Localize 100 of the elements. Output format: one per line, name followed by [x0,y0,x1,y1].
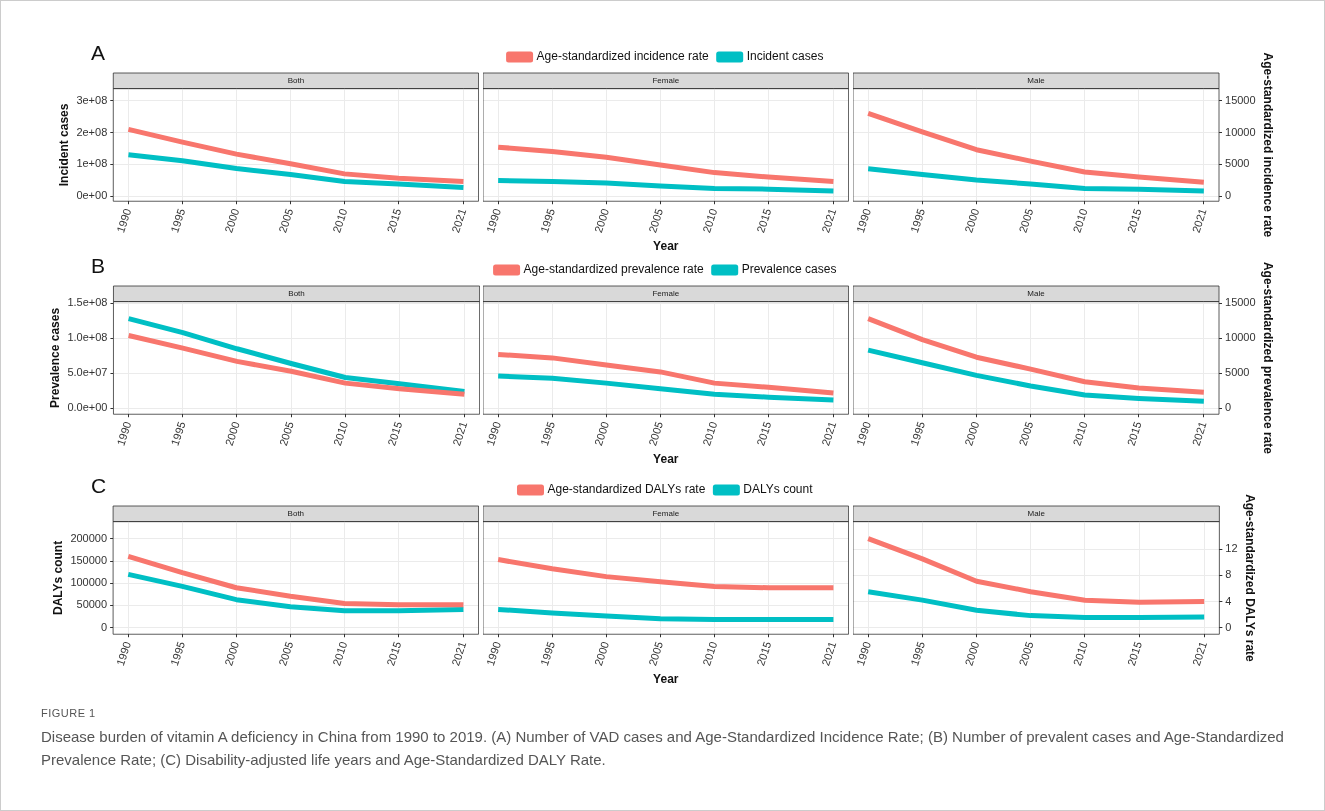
text: A [90,40,105,65]
x-tick-label: 1995 [538,420,558,448]
y2-tick-label: 5000 [1225,366,1250,379]
y-tick-label: 0 [100,620,107,633]
x-tick-label: 1995 [167,207,187,235]
y-tick-label: 200000 [70,531,107,544]
x-tick-label: 2000 [592,420,612,448]
x-tick-label: 1990 [483,420,503,448]
x-tick-label: 2021 [819,420,839,448]
legend-label: DALYs count [743,482,814,497]
x-tick-label: 2010 [1070,640,1090,668]
chart-title: Male [1027,509,1046,518]
x-tick-label: 2021 [819,207,839,235]
x-tick-label: 2015 [754,420,774,448]
x-axis-title: Year [653,452,679,467]
x-tick-label: 2015 [754,207,774,235]
y-tick-label: 1e+08 [76,157,107,170]
y-tick-label: 100000 [70,576,107,589]
x-tick-label: 2021 [1189,207,1209,235]
x-tick-label: 2005 [276,207,296,235]
x-tick-label: 2000 [962,207,982,235]
y2-tick-label: 10000 [1225,331,1256,344]
x-tick-label: 2010 [330,207,350,235]
y2-tick-label: 0 [1225,189,1232,202]
y-tick-label: 1.5e+08 [66,296,107,309]
x-tick-label: 2005 [1016,420,1036,448]
x-tick-label: 1990 [483,640,503,668]
y2-tick-label: 4 [1225,594,1232,607]
text: C [90,473,107,498]
y-tick-label: 0.0e+00 [66,401,107,414]
legend-label: Incident cases [746,49,824,64]
x-tick-label: 2005 [1016,207,1036,235]
x-tick-label: 1990 [853,640,873,668]
x-tick-label: 2005 [646,207,666,235]
x-tick-label: 2010 [1070,420,1090,448]
y2-axis-title: Age-standardized DALYs rate [1243,494,1258,663]
x-tick-label: 2000 [592,640,612,668]
chart-title: Both [287,509,304,518]
x-tick-label: 1990 [113,420,133,448]
y2-axis-title: Age-standardized prevalence rate [1261,261,1276,455]
caption: FIGURE 1 [41,707,97,719]
chart-title: Male [1027,76,1046,85]
x-tick-label: 1995 [908,207,928,235]
x-tick-label: 1995 [908,640,928,668]
x-tick-label: 2015 [384,207,404,235]
y-axis-title: Prevalence cases [47,307,62,408]
y-tick-label: 2e+08 [76,125,107,138]
text: Disease burden of vitamin A deficiency in China from 1990 to 2019. (A) Number of VAD cases and Age-Standardized Incidence Rate; (B) Number of prevalent cases and Age-Standardized Prevalence Rate; (C) Disability-adjusted life years and Age-Standardized DALY Rate. [41,727,1285,770]
y2-tick-label: 8 [1225,568,1232,581]
y-tick-label: 50000 [76,598,107,611]
y-axis-title: Incident cases [56,103,71,187]
chart-title: Both [287,76,304,85]
y2-tick-label: 5000 [1225,157,1250,170]
x-tick-label: 2005 [646,420,666,448]
y2-tick-label: 0 [1225,620,1232,633]
chart-title: Female [652,289,680,298]
x-tick-label: 2021 [449,640,469,668]
x-tick-label: 2010 [700,207,720,235]
x-tick-label: 2005 [276,420,296,448]
legend-label: Age-standardized DALYs rate [547,482,706,497]
y-tick-label: 3e+08 [76,93,107,106]
x-tick-label: 1995 [168,640,187,668]
x-tick-label: 1990 [113,207,133,235]
y2-tick-label: 15000 [1225,93,1256,106]
x-tick-label: 2000 [222,420,242,448]
y2-tick-label: 10000 [1225,125,1256,138]
chart-title: Both [287,289,305,298]
x-tick-label: 2021 [819,640,839,668]
x-tick-label: 2000 [222,207,241,235]
x-tick-label: 2005 [1016,640,1036,668]
x-tick-label: 2005 [646,640,666,668]
x-tick-label: 2000 [592,207,612,235]
x-tick-label: 2021 [449,420,469,448]
x-tick-label: 2000 [962,640,982,668]
y-axis-title: DALYs count [50,540,65,616]
x-tick-label: 1995 [538,207,558,235]
x-tick-label: 2005 [276,640,296,668]
x-axis-title: Year [653,239,679,254]
x-tick-label: 2015 [1124,420,1144,448]
y2-tick-label: 12 [1225,542,1238,555]
text: B [90,253,105,278]
y2-axis-title: Age-standardized incidence rate [1261,52,1276,238]
y2-tick-label: 0 [1225,401,1232,414]
x-tick-label: 1990 [113,640,133,668]
x-tick-label: 2021 [1190,640,1209,668]
legend-label: Age-standardized incidence rate [536,49,710,64]
x-tick-label: 2015 [384,640,404,668]
x-tick-label: 1995 [168,420,188,448]
x-tick-label: 2015 [754,640,774,668]
chart-title: Female [652,509,680,518]
y-tick-label: 150000 [70,554,107,567]
x-tick-label: 2010 [700,420,720,448]
x-tick-label: 2010 [1070,207,1090,235]
legend-label: Age-standardized prevalence rate [523,262,705,277]
x-tick-label: 2010 [330,640,350,668]
x-tick-label: 2015 [384,420,404,448]
x-axis-title: Year [653,672,679,687]
y-tick-label: 1.0e+08 [66,331,107,344]
x-tick-label: 2015 [1124,207,1144,235]
x-tick-label: 1990 [853,207,873,235]
